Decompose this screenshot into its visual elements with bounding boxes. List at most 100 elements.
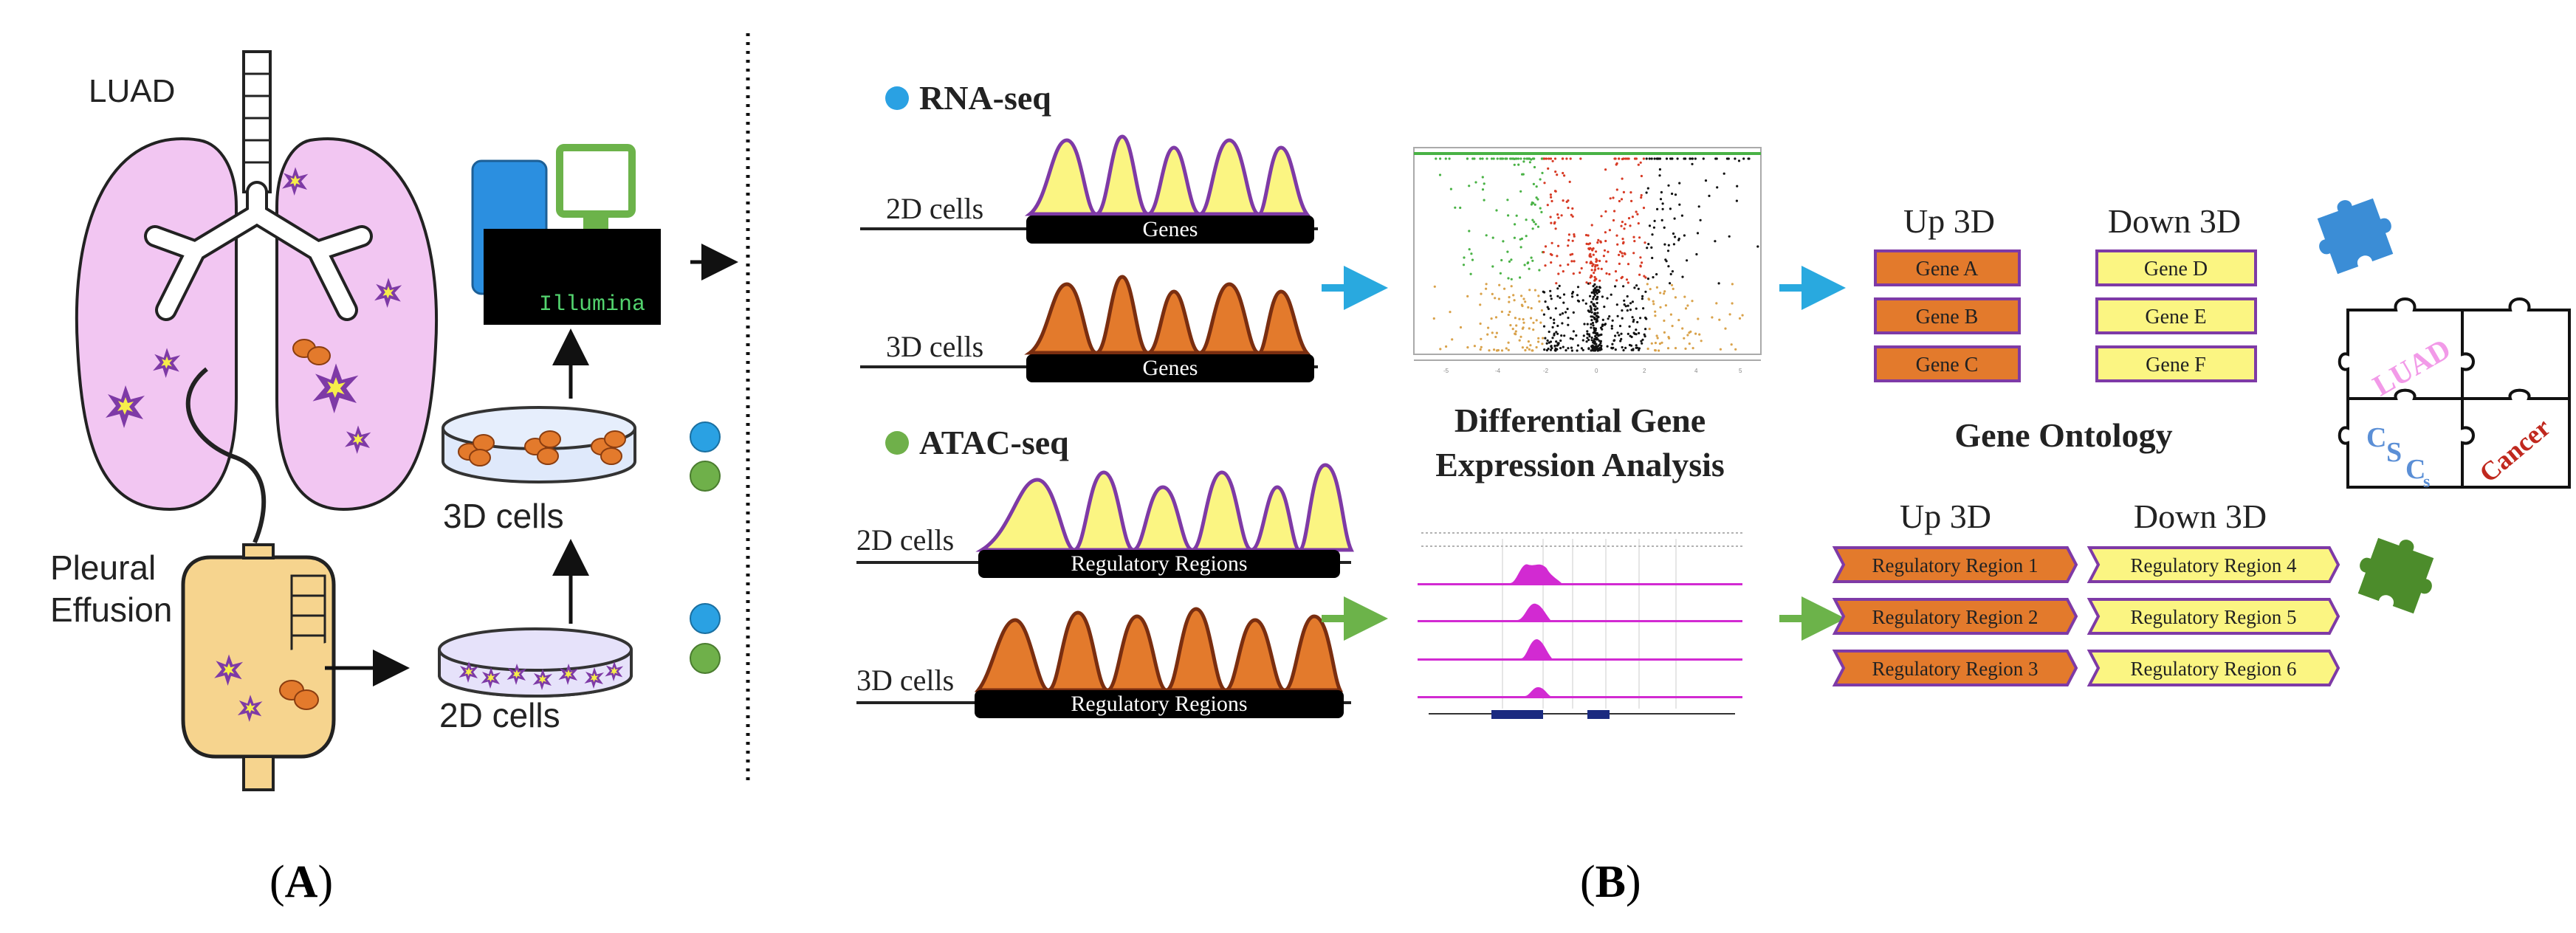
volcano-point <box>1597 345 1600 348</box>
volcano-point <box>1653 219 1656 222</box>
volcano-point <box>1587 234 1590 237</box>
volcano-point <box>1727 157 1730 160</box>
volcano-point <box>1651 233 1654 236</box>
atac-2d-label: 2D cells <box>856 523 954 557</box>
volcano-point <box>1524 348 1527 352</box>
volcano-point <box>1601 323 1604 326</box>
volcano-point <box>1624 223 1627 226</box>
volcano-point <box>1581 299 1584 302</box>
volcano-point <box>1730 343 1733 346</box>
volcano-point <box>1628 325 1631 328</box>
volcano-point <box>1567 263 1570 266</box>
svg-text:5: 5 <box>1739 368 1742 374</box>
volcano-point <box>1686 259 1689 262</box>
rna-seq-dot <box>885 86 909 110</box>
volcano-point <box>1519 190 1522 193</box>
volcano-point <box>1515 214 1518 217</box>
volcano-point <box>1540 309 1543 312</box>
volcano-point <box>1521 327 1524 330</box>
volcano-point <box>1505 157 1508 160</box>
volcano-point <box>1549 252 1552 255</box>
volcano-point <box>1684 347 1687 350</box>
volcano-point <box>1497 297 1500 300</box>
region-down-2: Regulatory Region 5 <box>2131 606 2297 628</box>
volcano-point <box>1620 224 1623 227</box>
volcano-point <box>1649 288 1652 291</box>
svg-text:0: 0 <box>1595 368 1598 374</box>
volcano-point <box>1702 157 1705 160</box>
volcano-point <box>1550 297 1553 300</box>
gene-box <box>1874 297 2021 334</box>
volcano-point <box>1671 325 1674 328</box>
volcano-point <box>1532 321 1535 324</box>
dge-title-line1: Differential Gene <box>1454 402 1706 439</box>
volcano-point <box>1519 246 1522 249</box>
volcano-point <box>1481 188 1485 191</box>
volcano-point <box>1723 172 1725 175</box>
volcano-point <box>1490 157 1494 160</box>
volcano-point <box>1734 348 1737 351</box>
volcano-point <box>1451 338 1454 341</box>
volcano-point <box>1629 302 1632 305</box>
volcano-point <box>1674 296 1677 299</box>
volcano-point <box>1562 171 1565 175</box>
atac-3d-label: 3D cells <box>856 664 954 697</box>
volcano-point <box>1593 283 1596 286</box>
volcano-point <box>1592 297 1595 300</box>
volcano-point <box>1672 243 1675 246</box>
volcano-point <box>1669 272 1672 275</box>
volcano-point <box>1624 305 1627 308</box>
volcano-point <box>1557 216 1560 219</box>
green-puzzle-icon <box>2357 537 2434 614</box>
volcano-point <box>1660 190 1663 194</box>
volcano-point <box>1526 262 1529 265</box>
volcano-point <box>1678 203 1681 206</box>
volcano-point <box>1567 207 1570 210</box>
volcano-point <box>1673 217 1676 220</box>
volcano-point <box>1521 173 1524 176</box>
volcano-point <box>1592 253 1595 256</box>
volcano-point <box>1532 328 1535 331</box>
volcano-point <box>1567 347 1570 350</box>
volcano-point <box>1559 264 1562 267</box>
volcano-point <box>1647 243 1650 246</box>
svg-text:C: C <box>2366 422 2386 453</box>
volcano-point <box>1432 317 1435 320</box>
volcano-point <box>1505 347 1508 350</box>
volcano-point <box>1533 157 1536 160</box>
dish-3d <box>442 406 636 483</box>
svg-text:s: s <box>2423 472 2430 492</box>
volcano-point <box>1674 193 1677 196</box>
volcano-point <box>1589 282 1592 285</box>
volcano-point <box>1652 303 1655 306</box>
rna-3d-label: 3D cells <box>886 330 983 363</box>
volcano-point <box>1594 278 1597 281</box>
volcano-point <box>1736 185 1739 187</box>
volcano-point <box>1600 215 1603 218</box>
rna-3d-peaks <box>1024 275 1311 355</box>
volcano-point <box>1635 344 1638 347</box>
volcano-point <box>1525 218 1528 221</box>
volcano-point <box>1658 168 1661 171</box>
volcano-point <box>1471 258 1474 261</box>
volcano-point <box>1641 338 1644 341</box>
svg-text:S: S <box>2386 437 2402 468</box>
volcano-point <box>1579 271 1581 274</box>
volcano-point <box>1546 339 1549 342</box>
volcano-point <box>1567 323 1570 326</box>
volcano-point <box>1533 165 1536 169</box>
volcano-point <box>1548 341 1550 344</box>
volcano-point <box>1593 348 1596 351</box>
volcano-point <box>1681 275 1684 278</box>
volcano-point <box>1517 157 1520 160</box>
volcano-point <box>1554 171 1557 173</box>
volcano-point <box>1593 303 1596 306</box>
volcano-point <box>1627 281 1629 284</box>
volcano-point <box>1615 163 1618 166</box>
volcano-point <box>1619 340 1622 342</box>
volcano-point <box>1604 168 1607 171</box>
volcano-point <box>1738 317 1742 320</box>
volcano-point <box>1620 337 1623 340</box>
volcano-point <box>1651 256 1654 260</box>
